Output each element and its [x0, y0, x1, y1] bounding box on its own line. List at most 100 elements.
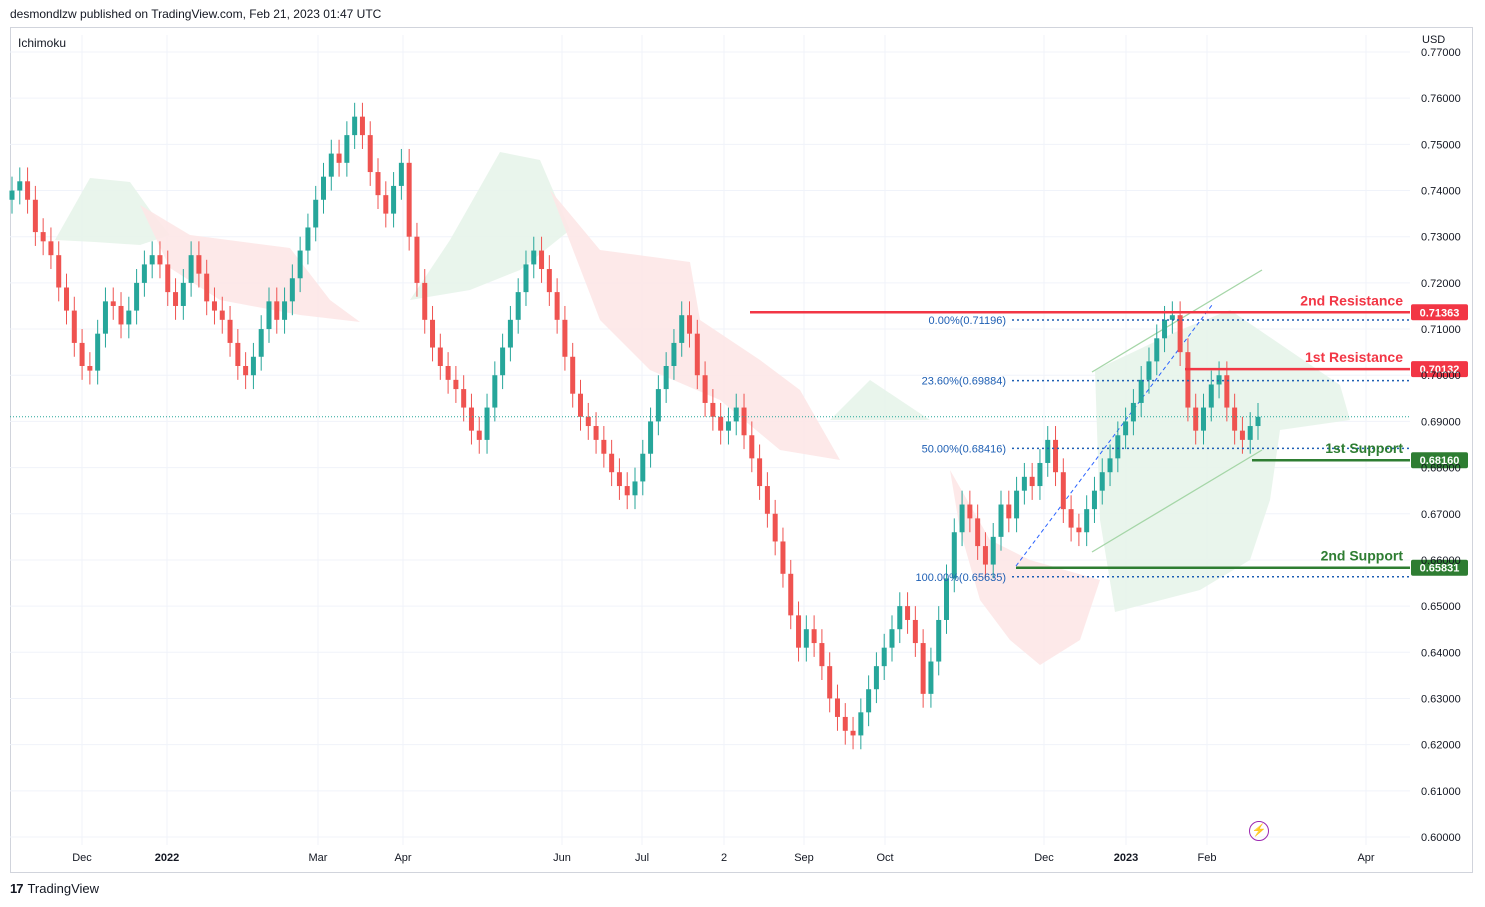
candle-body [531, 250, 537, 265]
currency-label: USD [1422, 34, 1446, 46]
candle-body [258, 329, 264, 357]
candle-body [406, 162, 412, 237]
candle-body [336, 153, 342, 163]
candle-body [243, 366, 249, 376]
candle-body [500, 347, 506, 376]
candle-body [842, 716, 848, 731]
price-axis: 0.60000 0.61000 0.62000 0.63000 0.64000 0.650… [1421, 47, 1461, 844]
price-tick-label: 0.73000 [1421, 232, 1461, 244]
candle-body [422, 282, 428, 320]
time-tick-label: 2 [721, 852, 727, 864]
level-price-tag [1411, 452, 1468, 469]
candle-body [655, 389, 661, 422]
fib-level-label: 100.00%(0.65635) [915, 572, 1006, 584]
candle-body [1138, 379, 1144, 403]
candle-body [671, 342, 677, 366]
candle-body [780, 541, 786, 574]
candle-body [897, 606, 903, 630]
level-price-tag [1411, 304, 1468, 321]
candle-body [157, 255, 163, 265]
candle-body [95, 333, 101, 371]
lightning-icon[interactable]: ⚡ [1249, 821, 1269, 841]
candle-body [1224, 375, 1230, 408]
candle-body [1169, 315, 1175, 320]
time-tick-label: Mar [309, 852, 328, 864]
candle-body [9, 190, 15, 200]
candle-body [1216, 375, 1222, 385]
candle-body [648, 421, 654, 454]
candle-body [788, 573, 794, 616]
candle-body [289, 278, 295, 302]
candle-body [204, 273, 210, 302]
candle-body [905, 606, 911, 620]
candle-body [811, 629, 817, 644]
candle-body [1029, 476, 1035, 487]
candle-body [445, 366, 451, 380]
cloud-area [140, 205, 360, 322]
cloud-area [410, 152, 570, 300]
candle-body [40, 232, 46, 242]
candle-body [297, 250, 303, 279]
candle-body [468, 407, 474, 431]
candle-body [1045, 439, 1051, 463]
candle-body [328, 153, 334, 177]
channel-lower-line [1091, 449, 1263, 553]
time-tick-label: Jul [635, 852, 649, 864]
candle-body [772, 513, 778, 542]
time-tick-label: Feb [1198, 852, 1217, 864]
candle-body [87, 366, 93, 371]
cloud-area [830, 380, 930, 420]
support-resistance-levels: 2nd Resistance 0.71363 1st Resistance 0.701… [750, 292, 1468, 576]
price-tick-label: 0.71000 [1421, 324, 1461, 336]
candle-body [476, 430, 482, 440]
candle-body [1208, 384, 1214, 408]
candle-body [912, 619, 918, 644]
candle-body [694, 333, 700, 376]
candle-body [79, 342, 85, 366]
candle-body [1076, 527, 1082, 533]
candle-body [414, 236, 420, 283]
price-tick-label: 0.68000 [1421, 463, 1461, 475]
price-tick-label: 0.75000 [1421, 139, 1461, 151]
fib-level-label: 50.00%(0.68416) [922, 443, 1006, 455]
candle-body [282, 301, 288, 320]
candle-body [1037, 462, 1043, 487]
candle-body [48, 241, 54, 256]
candle-body [118, 305, 124, 325]
fib-level-label: 23.60%(0.69884) [922, 376, 1006, 388]
candle-body [593, 426, 599, 440]
cloud-area [550, 190, 840, 460]
candle-body [1084, 509, 1090, 533]
indicator-label[interactable]: Ichimoku [18, 36, 67, 50]
level-price-label: 0.70132 [1420, 364, 1460, 376]
time-tick-label: Sep [794, 852, 814, 864]
tradingview-logo-icon: 17 [10, 881, 24, 896]
chart-frame [10, 27, 1473, 873]
candle-body [321, 176, 326, 200]
price-tick-label: 0.63000 [1421, 693, 1461, 705]
candle-body [982, 546, 988, 565]
cloud-area [55, 178, 170, 245]
candle-body [725, 421, 731, 431]
time-tick-label: Apr [394, 852, 411, 864]
candle-body [539, 250, 545, 270]
candle-body [803, 629, 809, 648]
candle-body [305, 227, 311, 251]
candle-body [959, 504, 965, 533]
candle-body [141, 264, 147, 283]
candle-body [819, 643, 825, 667]
candle-body [235, 342, 241, 366]
cloud-area [1095, 310, 1350, 612]
candle-body [1115, 435, 1121, 459]
candle-body [1130, 402, 1136, 422]
price-tick-label: 0.70000 [1421, 370, 1461, 382]
candle-body [718, 416, 724, 431]
candle-body [110, 301, 116, 306]
candle-body [196, 255, 202, 274]
level-name: 2nd Resistance [1300, 292, 1403, 308]
footer: 17 TradingView [10, 881, 99, 896]
candle-body [624, 486, 630, 496]
candle-body [1146, 361, 1152, 380]
candle-body [733, 407, 739, 422]
